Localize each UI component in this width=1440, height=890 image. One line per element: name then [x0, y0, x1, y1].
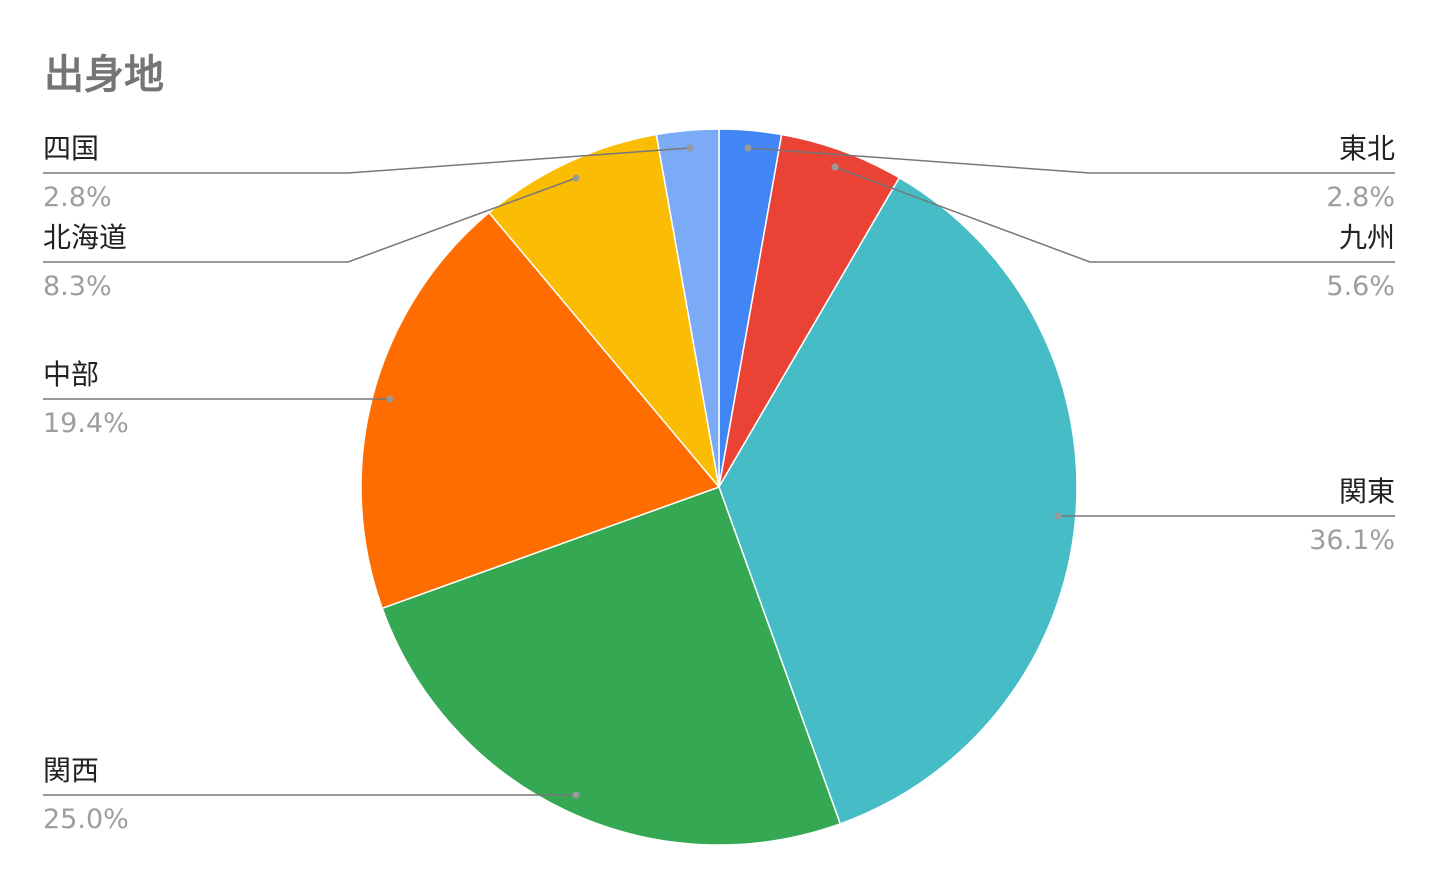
slice-percent: 2.8%: [1326, 182, 1395, 213]
pie-slice-4[interactable]: [360, 211, 721, 610]
leader-line: [43, 177, 577, 263]
leader-dot: [1054, 512, 1062, 520]
leader-dot: [572, 791, 580, 799]
slice-label: 四国: [43, 132, 99, 165]
slice-label: 中部: [43, 358, 99, 391]
pie-slice-2[interactable]: [718, 176, 1078, 825]
chart-title: 出身地: [44, 52, 164, 98]
slice-percent: 19.4%: [43, 408, 129, 439]
leader-dot: [386, 395, 394, 403]
slice-percent: 8.3%: [43, 271, 112, 302]
leader-line: [834, 166, 1395, 263]
slice-label: 九州: [1339, 221, 1395, 254]
slice-percent: 5.6%: [1326, 271, 1395, 302]
slice-percent: 36.1%: [1309, 525, 1395, 556]
leader-dot: [744, 144, 752, 152]
leader-dot: [686, 144, 694, 152]
pie-slice-6[interactable]: [655, 128, 720, 488]
pie-slice-3[interactable]: [381, 486, 842, 846]
slice-label: 関西: [43, 754, 99, 787]
slice-label: 関東: [1339, 475, 1395, 508]
leader-line: [43, 147, 691, 174]
slice-percent: 2.8%: [43, 182, 112, 213]
leader-dot: [831, 163, 839, 171]
leader-line: [747, 147, 1395, 174]
slice-label: 北海道: [43, 221, 127, 254]
slice-percent: 25.0%: [43, 804, 129, 835]
pie-slice-5[interactable]: [488, 133, 721, 490]
slice-label: 東北: [1339, 132, 1395, 165]
leader-dot: [572, 174, 580, 182]
